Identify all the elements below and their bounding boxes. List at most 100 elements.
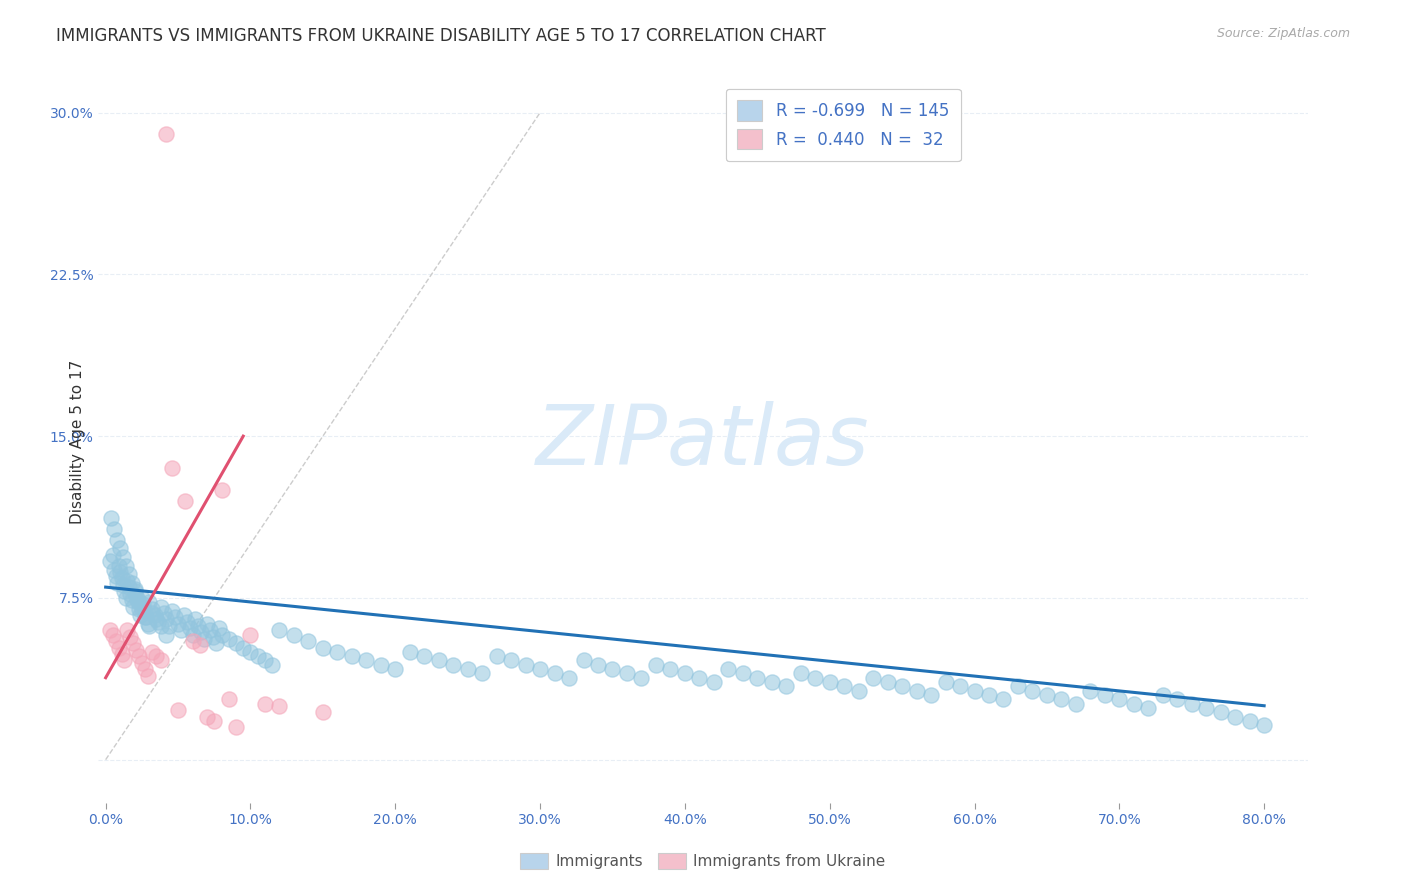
Point: [935, 675, 957, 690]
Point: [1080, 683, 1102, 698]
Point: [190, 625, 212, 640]
Y-axis label: Disability Age 5 to 17: Disability Age 5 to 17: [69, 359, 84, 524]
Point: [105, 575, 128, 590]
Point: [558, 671, 581, 685]
Point: [157, 619, 180, 633]
Point: [312, 705, 335, 719]
Point: [413, 649, 436, 664]
Point: [253, 653, 276, 667]
Point: [101, 627, 124, 641]
Point: [188, 638, 211, 652]
Point: [977, 688, 1000, 702]
Point: [112, 549, 135, 564]
Point: [120, 586, 142, 600]
Point: [127, 595, 149, 609]
Point: [427, 653, 450, 667]
Point: [1094, 688, 1116, 702]
Point: [138, 619, 160, 633]
Point: [297, 634, 319, 648]
Point: [201, 630, 224, 644]
Point: [211, 627, 233, 641]
Point: [1064, 697, 1087, 711]
Point: [181, 627, 204, 641]
Point: [121, 593, 143, 607]
Point: [485, 649, 508, 664]
Point: [1021, 683, 1043, 698]
Point: [103, 522, 125, 536]
Point: [832, 679, 855, 693]
Point: [107, 640, 129, 655]
Point: [993, 692, 1015, 706]
Point: [125, 589, 148, 603]
Point: [124, 582, 146, 597]
Point: [104, 634, 127, 648]
Point: [515, 657, 537, 672]
Point: [262, 657, 284, 672]
Point: [165, 610, 187, 624]
Point: [155, 627, 177, 641]
Point: [283, 627, 305, 641]
Point: [110, 572, 132, 586]
Point: [149, 599, 172, 614]
Point: [717, 662, 740, 676]
Point: [326, 645, 349, 659]
Point: [202, 714, 225, 728]
Point: [162, 461, 184, 475]
Point: [98, 624, 121, 638]
Point: [125, 642, 148, 657]
Point: [398, 645, 420, 659]
Point: [131, 656, 153, 670]
Point: [107, 558, 129, 573]
Point: [239, 627, 262, 641]
Point: [128, 601, 150, 615]
Point: [141, 645, 163, 659]
Point: [340, 649, 363, 664]
Point: [211, 483, 233, 497]
Point: [218, 692, 240, 706]
Point: [195, 709, 218, 723]
Point: [108, 565, 131, 579]
Text: ZIPatlas: ZIPatlas: [536, 401, 870, 482]
Point: [114, 653, 136, 667]
Point: [129, 608, 152, 623]
Point: [356, 653, 378, 667]
Point: [775, 679, 797, 693]
Point: [905, 683, 928, 698]
Point: [645, 657, 668, 672]
Point: [108, 541, 131, 556]
Point: [761, 675, 783, 690]
Point: [1181, 697, 1204, 711]
Point: [225, 720, 247, 734]
Point: [1007, 679, 1029, 693]
Point: [630, 671, 652, 685]
Point: [862, 671, 884, 685]
Point: [149, 619, 172, 633]
Point: [128, 649, 150, 664]
Point: [131, 591, 153, 605]
Point: [370, 657, 392, 672]
Point: [747, 671, 769, 685]
Point: [239, 645, 262, 659]
Point: [110, 647, 132, 661]
Point: [173, 608, 195, 623]
Point: [121, 575, 143, 590]
Point: [184, 612, 207, 626]
Point: [174, 493, 197, 508]
Point: [132, 598, 155, 612]
Point: [790, 666, 813, 681]
Point: [143, 608, 166, 623]
Point: [1152, 688, 1174, 702]
Point: [141, 601, 163, 615]
Point: [117, 624, 139, 638]
Point: [602, 662, 624, 676]
Point: [155, 127, 177, 141]
Point: [134, 610, 156, 624]
Point: [134, 604, 156, 618]
Legend: R = -0.699   N = 145, R =  0.440   N =  32: R = -0.699 N = 145, R = 0.440 N = 32: [725, 88, 960, 161]
Point: [688, 671, 710, 685]
Point: [543, 666, 565, 681]
Point: [122, 636, 145, 650]
Point: [155, 612, 177, 626]
Point: [152, 606, 174, 620]
Point: [149, 653, 172, 667]
